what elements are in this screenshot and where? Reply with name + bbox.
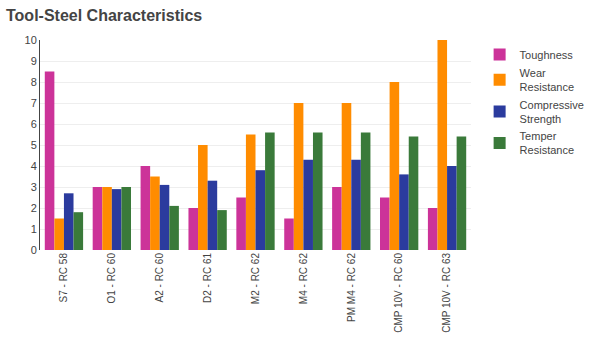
svg-text:CompressiveStrength: CompressiveStrength — [520, 99, 584, 125]
svg-text:O1 - RC 60: O1 - RC 60 — [106, 253, 117, 304]
svg-text:3: 3 — [31, 181, 37, 193]
svg-text:PM M4 - RC 62: PM M4 - RC 62 — [346, 253, 357, 322]
svg-text:9: 9 — [31, 55, 37, 67]
svg-text:Toughness: Toughness — [520, 49, 574, 61]
svg-text:A2 - RC 60: A2 - RC 60 — [154, 253, 165, 303]
svg-text:7: 7 — [31, 97, 37, 109]
svg-text:6: 6 — [31, 118, 37, 130]
svg-text:TemperResistance: TemperResistance — [520, 130, 574, 156]
svg-text:CMP 10V - RC 63: CMP 10V - RC 63 — [441, 253, 452, 333]
svg-text:CMP 10V - RC 60: CMP 10V - RC 60 — [393, 253, 404, 333]
svg-text:0: 0 — [31, 244, 37, 256]
svg-text:4: 4 — [31, 160, 37, 172]
svg-text:1: 1 — [31, 223, 37, 235]
svg-text:10: 10 — [25, 34, 37, 46]
svg-text:8: 8 — [31, 76, 37, 88]
svg-text:2: 2 — [31, 202, 37, 214]
svg-text:WearResistance: WearResistance — [520, 67, 574, 93]
svg-text:D2 - RC 61: D2 - RC 61 — [202, 253, 213, 303]
svg-text:S7 - RC 58: S7 - RC 58 — [58, 253, 69, 303]
svg-text:5: 5 — [31, 139, 37, 151]
svg-text:M2 - RC 62: M2 - RC 62 — [250, 253, 261, 305]
svg-text:Tool-Steel Characteristics: Tool-Steel Characteristics — [6, 7, 202, 24]
svg-text:M4 - RC 62: M4 - RC 62 — [298, 253, 309, 305]
